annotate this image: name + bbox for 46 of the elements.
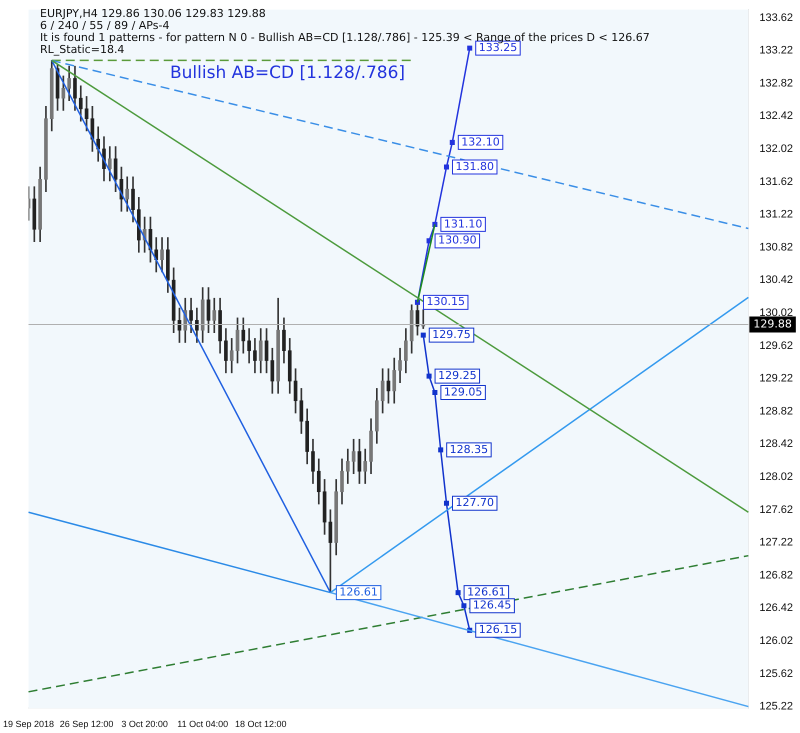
- y-tick-label: 132.02: [759, 143, 794, 156]
- y-tick-label: 127.62: [759, 504, 794, 516]
- data-label: 126.45: [472, 598, 512, 612]
- data-label: 130.15: [426, 295, 465, 308]
- y-tick-label: 133.62: [759, 12, 794, 24]
- data-label: 131.80: [455, 160, 494, 173]
- y-tick-label: 132.82: [759, 77, 794, 90]
- data-label: 129.05: [444, 385, 482, 398]
- data-label: 129.25: [438, 368, 477, 382]
- y-tick-label: 133.22: [759, 44, 794, 57]
- data-label: 129.75: [432, 328, 471, 341]
- y-tick-label: 125.62: [759, 668, 794, 680]
- y-tick-label: 127.22: [759, 536, 794, 549]
- data-label: 130.90: [438, 234, 477, 247]
- data-label: 132.10: [461, 135, 500, 148]
- x-tick-label: 19 Sep 2018: [3, 719, 54, 730]
- y-tick-label: 132.42: [759, 110, 794, 122]
- ref-line-label: 129.88: [753, 317, 792, 330]
- y-tick-label: 130.02: [759, 307, 794, 320]
- data-label: 126.15: [478, 623, 518, 636]
- x-tick-label: 18 Oct 12:00: [234, 719, 286, 730]
- annotation: 6 / 240 / 55 / 89 / APs-4: [40, 19, 170, 32]
- data-label: 127.70: [455, 496, 494, 510]
- x-tick-label: 26 Sep 12:00: [60, 719, 114, 730]
- data-label: 128.35: [450, 442, 488, 456]
- x-tick-label: 11 Oct 04:00: [177, 719, 228, 730]
- y-tick-label: 128.42: [759, 438, 794, 450]
- y-tick-label: 130.42: [759, 274, 794, 286]
- y-tick-label: 131.62: [759, 176, 794, 188]
- y-tick-label: 129.62: [759, 340, 794, 352]
- y-tick-label: 126.02: [759, 634, 794, 647]
- data-label: 126.61: [339, 585, 378, 598]
- y-tick-label: 125.22: [759, 700, 794, 713]
- annotation: Bullish AB=CD [1.128/.786]: [170, 63, 406, 83]
- y-tick-label: 126.82: [759, 569, 794, 582]
- chart-title: EURJPY,H4 129.86 130.06 129.83 129.88: [40, 7, 267, 20]
- y-tick-label: 129.22: [759, 372, 794, 385]
- y-tick-label: 131.22: [759, 208, 794, 221]
- y-tick-label: 130.82: [759, 241, 794, 254]
- data-label: 126.61: [467, 585, 506, 598]
- y-tick-label: 128.82: [759, 405, 794, 418]
- y-tick-label: 128.02: [759, 471, 794, 484]
- data-label: 131.10: [444, 217, 482, 230]
- x-tick-label: 3 Oct 20:00: [121, 719, 168, 730]
- annotation: RL_Static=18.4: [40, 43, 124, 56]
- y-tick-label: 126.42: [759, 602, 794, 614]
